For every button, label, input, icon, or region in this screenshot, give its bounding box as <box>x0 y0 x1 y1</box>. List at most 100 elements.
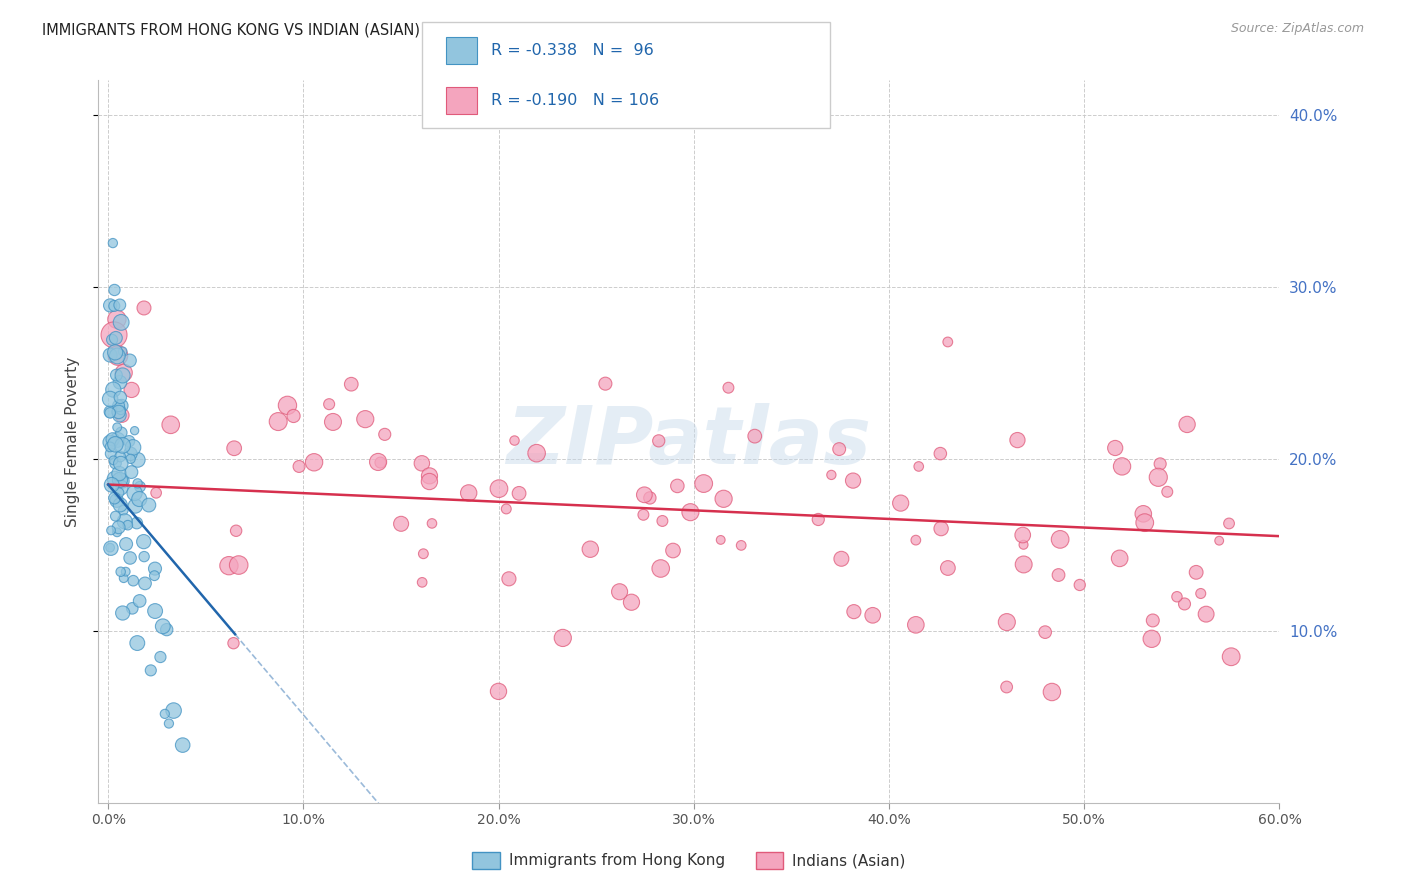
Point <box>267 415 290 429</box>
Point <box>104 472 127 486</box>
Point <box>367 455 389 469</box>
Point <box>107 349 129 363</box>
Text: Source: ZipAtlas.com: Source: ZipAtlas.com <box>1230 22 1364 36</box>
Point <box>120 551 142 566</box>
Point <box>710 533 733 547</box>
Legend: Immigrants from Hong Kong, Indians (Asian): Immigrants from Hong Kong, Indians (Asia… <box>467 846 911 875</box>
Point <box>1156 484 1178 499</box>
Point <box>830 551 852 566</box>
Point <box>495 502 517 516</box>
Text: R = -0.190   N = 106: R = -0.190 N = 106 <box>491 94 659 108</box>
Text: IMMIGRANTS FROM HONG KONG VS INDIAN (ASIAN) SINGLE FEMALE POVERTY CORRELATION CH: IMMIGRANTS FROM HONG KONG VS INDIAN (ASI… <box>42 22 773 37</box>
Point <box>101 236 124 251</box>
Point <box>128 491 150 506</box>
Point <box>904 617 927 632</box>
Point <box>107 520 129 534</box>
Point <box>134 549 156 564</box>
Point <box>107 405 129 419</box>
Point <box>713 491 735 506</box>
Point <box>127 453 149 467</box>
Point <box>153 706 176 721</box>
Point <box>111 438 134 452</box>
Point <box>648 434 671 448</box>
Point <box>1069 578 1091 592</box>
Point <box>98 392 121 406</box>
Point <box>112 571 135 585</box>
Point <box>842 605 865 619</box>
Point <box>1189 586 1212 600</box>
Point <box>1175 417 1198 432</box>
Point <box>1195 607 1218 622</box>
Point <box>370 456 392 470</box>
Point <box>114 515 136 529</box>
Point <box>112 503 135 517</box>
Point <box>288 459 311 474</box>
Point <box>108 298 131 312</box>
Point <box>107 433 129 447</box>
Point <box>118 353 141 368</box>
Point <box>104 456 127 470</box>
Y-axis label: Single Female Poverty: Single Female Poverty <box>65 357 80 526</box>
Point <box>1108 551 1130 566</box>
Point <box>124 486 146 500</box>
Point <box>108 473 131 487</box>
Point <box>124 499 146 513</box>
Point <box>110 315 132 329</box>
Point <box>418 468 440 483</box>
Point <box>127 476 149 491</box>
Point <box>111 344 134 359</box>
Point <box>1104 441 1126 455</box>
Point <box>103 453 125 467</box>
Point <box>526 446 548 460</box>
Point <box>666 479 689 493</box>
Point <box>110 390 132 404</box>
Point <box>143 604 166 618</box>
Point <box>129 480 152 494</box>
Point <box>1047 568 1070 582</box>
Point <box>111 606 134 620</box>
Point <box>995 680 1018 694</box>
Point <box>103 283 125 297</box>
Point <box>1011 528 1033 542</box>
Point <box>692 476 714 491</box>
Point <box>730 538 752 552</box>
Point <box>98 435 121 450</box>
Point <box>1208 533 1230 548</box>
Point <box>121 383 143 397</box>
Point <box>318 397 340 411</box>
Point <box>98 440 121 454</box>
Point <box>156 623 179 637</box>
Point <box>98 348 121 362</box>
Point <box>120 447 142 461</box>
Point <box>1149 457 1171 471</box>
Point <box>103 299 125 313</box>
Point <box>159 417 181 432</box>
Text: ZIPatlas: ZIPatlas <box>506 402 872 481</box>
Point <box>498 572 520 586</box>
Point <box>104 331 127 345</box>
Point <box>508 486 530 500</box>
Point <box>104 437 127 451</box>
Point <box>98 298 121 312</box>
Point <box>103 327 125 342</box>
Point <box>638 491 661 505</box>
Point <box>1166 590 1188 604</box>
Point <box>114 565 136 579</box>
Point <box>907 459 929 474</box>
Point <box>228 558 250 572</box>
Point <box>108 485 131 500</box>
Point <box>890 496 912 510</box>
Point <box>411 456 433 470</box>
Point <box>111 409 134 423</box>
Point <box>503 434 526 448</box>
Text: R = -0.338   N =  96: R = -0.338 N = 96 <box>491 44 654 58</box>
Point <box>108 467 131 481</box>
Point <box>110 457 132 471</box>
Point <box>1132 507 1154 521</box>
Point <box>121 601 143 615</box>
Point <box>609 584 631 599</box>
Point <box>374 427 396 442</box>
Point <box>100 524 122 538</box>
Point <box>110 481 132 495</box>
Point <box>418 475 440 489</box>
